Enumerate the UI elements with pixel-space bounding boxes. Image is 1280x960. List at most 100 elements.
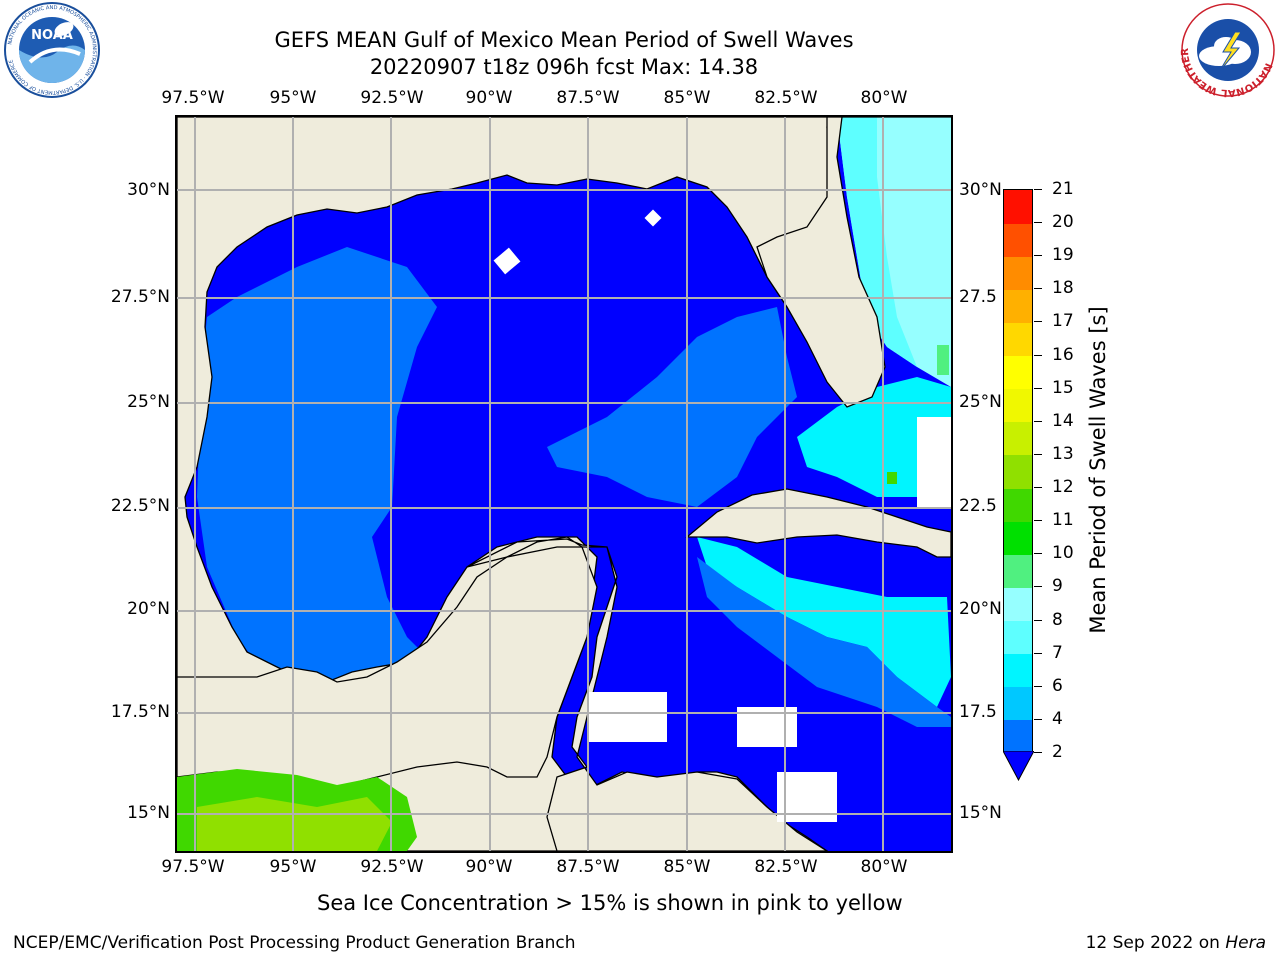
bottom-tick-label: 92.5°W xyxy=(360,857,424,877)
colorbar-tick-label: 20 xyxy=(1052,212,1074,233)
top-tick-label: 87.5°W xyxy=(556,88,620,108)
colorbar-under-triangle xyxy=(1003,751,1034,781)
nodata-patch xyxy=(587,692,667,742)
swell-cyan-florida-strait xyxy=(797,377,951,497)
colorbar-tick-label: 10 xyxy=(1052,543,1074,564)
bottom-tick-label: 85°W xyxy=(663,857,711,877)
colorbar-segment xyxy=(1004,256,1032,290)
swell-green-patch xyxy=(937,345,949,375)
left-tick-label: 25°N xyxy=(127,392,170,412)
left-tick-label: 20°N xyxy=(127,599,170,619)
colorbar-tick-label: 2 xyxy=(1052,742,1063,762)
colorbar-segment xyxy=(1004,289,1032,323)
colorbar-tick xyxy=(1034,652,1042,654)
colorbar-tick xyxy=(1034,387,1042,389)
right-tick-label: 25°N xyxy=(959,392,1002,412)
top-tick-label: 92.5°W xyxy=(360,88,424,108)
colorbar-segment xyxy=(1004,587,1032,622)
colorbar-tick-label: 12 xyxy=(1052,477,1074,498)
swell-2-4s-caribbean xyxy=(697,557,951,727)
colorbar-segment xyxy=(1004,521,1032,555)
right-tick-label: 30°N xyxy=(959,180,1002,200)
map-subtitle: 20220907 t18z 096h fcst Max: 14.38 xyxy=(369,55,759,79)
national-weather-service-logo: NATIONAL WEATHER SERVICE xyxy=(1179,2,1275,98)
bottom-tick-label: 82.5°W xyxy=(754,857,818,877)
right-tick-label: 27.5 xyxy=(959,287,997,307)
bottom-tick-label: 87.5°W xyxy=(556,857,620,877)
colorbar-tick-label: 16 xyxy=(1052,344,1074,365)
land-florida xyxy=(756,117,886,408)
nodata-patch xyxy=(644,209,662,227)
colorbar-tick-label: 4 xyxy=(1052,708,1063,729)
colorbar-tick xyxy=(1034,586,1042,588)
gulf-of-mexico-map xyxy=(177,117,951,851)
noaa-logo: NOAA NATIONAL OCEANIC AND ATMOSPHERIC AD… xyxy=(4,2,100,98)
right-tick-label: 17.5 xyxy=(959,702,997,722)
left-tick-label: 27.5°N xyxy=(110,287,170,307)
colorbar-tick xyxy=(1034,354,1042,356)
colorbar-segment xyxy=(1004,454,1032,489)
right-tick-label: 20°N xyxy=(959,599,1002,619)
colorbar-tick xyxy=(1034,255,1042,257)
bottom-tick-label: 90°W xyxy=(465,857,513,877)
colorbar-tick-label: 14 xyxy=(1052,410,1074,431)
map-panel xyxy=(175,115,953,853)
colorbar-tick xyxy=(1034,487,1042,489)
colorbar-title: Mean Period of Swell Waves [s] xyxy=(1086,306,1110,634)
right-tick-label: 22.5 xyxy=(959,496,997,516)
colorbar-segment xyxy=(1004,686,1032,721)
svg-text:NOAA: NOAA xyxy=(31,28,73,43)
colorbar-tick xyxy=(1034,718,1042,720)
left-tick-label: 30°N xyxy=(127,180,170,200)
colorbar-tick-label: 17 xyxy=(1052,311,1074,332)
colorbar-tick-label: 7 xyxy=(1052,642,1063,663)
colorbar-segment xyxy=(1004,488,1032,522)
colorbar-tick-label: 19 xyxy=(1052,245,1074,266)
left-tick-label: 15°N xyxy=(127,803,170,823)
colorbar-segment xyxy=(1004,322,1032,357)
top-tick-label: 90°W xyxy=(465,88,513,108)
colorbar-tick xyxy=(1034,520,1042,522)
footer-machine: Hera xyxy=(1225,933,1266,953)
top-tick-label: 80°W xyxy=(860,88,908,108)
colorbar xyxy=(1003,189,1033,754)
colorbar-tick xyxy=(1034,685,1042,687)
colorbar-segment xyxy=(1004,620,1032,655)
footer-branch: NCEP/EMC/Verification Post Processing Pr… xyxy=(13,933,576,953)
colorbar-tick-label: 9 xyxy=(1052,576,1063,597)
colorbar-segment xyxy=(1004,719,1032,754)
colorbar-tick xyxy=(1034,189,1042,190)
colorbar-tick-label: 21 xyxy=(1052,179,1074,199)
colorbar-segment xyxy=(1004,554,1032,588)
left-tick-label: 17.5°N xyxy=(110,702,170,722)
swell-2-4s-central xyxy=(547,307,797,507)
colorbar-tick-label: 6 xyxy=(1052,675,1063,696)
colorbar-tick xyxy=(1034,553,1042,555)
colorbar-tick-label: 13 xyxy=(1052,443,1074,464)
right-tick-label: 15°N xyxy=(959,803,1002,823)
swell-green-patch xyxy=(887,472,897,484)
swell-4-6s-caribbean xyxy=(697,537,951,707)
left-tick-label: 22.5°N xyxy=(110,496,170,516)
colorbar-tick xyxy=(1034,619,1042,621)
colorbar-segment xyxy=(1004,653,1032,688)
colorbar-segment xyxy=(1004,223,1032,257)
top-tick-label: 95°W xyxy=(269,88,317,108)
nodata-patch xyxy=(493,247,521,275)
map-title: GEFS MEAN Gulf of Mexico Mean Period of … xyxy=(274,28,854,52)
colorbar-segment xyxy=(1004,190,1032,224)
colorbar-segment xyxy=(1004,421,1032,456)
swell-atlantic-cyan xyxy=(837,117,917,367)
colorbar-tick xyxy=(1034,288,1042,290)
colorbar-tick-label: 11 xyxy=(1052,510,1074,531)
top-tick-label: 85°W xyxy=(663,88,711,108)
land-yucatan xyxy=(466,536,829,851)
colorbar-tick-label: 8 xyxy=(1052,609,1063,630)
pacific-swell-yellowgreen xyxy=(197,797,392,851)
top-tick-label: 82.5°W xyxy=(754,88,818,108)
colorbar-tick xyxy=(1034,420,1042,422)
colorbar-tick xyxy=(1034,453,1042,455)
colorbar-tick-label: 15 xyxy=(1052,377,1074,398)
nodata-patch xyxy=(917,417,951,507)
top-tick-label: 97.5°W xyxy=(161,88,225,108)
